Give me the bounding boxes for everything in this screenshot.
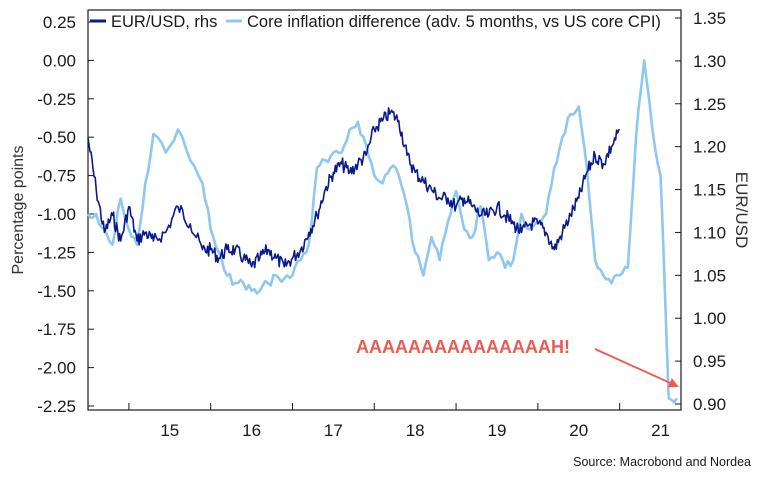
- right-tick-label: 1.15: [693, 181, 726, 200]
- x-tick-label: 21: [651, 421, 670, 440]
- right-tick-label: 1.20: [693, 138, 726, 157]
- right-axis-ticks: 1.35 1.30 1.25 1.20 1.15 1.10 1.05 1.00 0.95 0.90: [675, 9, 726, 414]
- right-tick-label: 1.00: [693, 309, 726, 328]
- right-tick-label: 0.95: [693, 352, 726, 371]
- x-tick-label: 16: [242, 421, 261, 440]
- plot-frame: [87, 9, 682, 411]
- left-tick-label: -1.75: [37, 320, 76, 339]
- left-tick-label: -2.00: [37, 359, 76, 378]
- x-tick-label: 17: [324, 421, 343, 440]
- right-tick-label: 1.25: [693, 95, 726, 114]
- left-axis-ticks: 0.25 0.00 -0.25 -0.50 -0.75 -1.00 -1.25 -1.50 -1…: [37, 13, 94, 416]
- left-tick-label: 0.25: [43, 13, 76, 32]
- left-tick-label: -1.00: [37, 205, 76, 224]
- left-tick-label: -0.75: [37, 167, 76, 186]
- left-tick-label: -2.25: [37, 397, 76, 416]
- x-tick-label: 15: [160, 421, 179, 440]
- left-axis-label: Percentage points: [10, 146, 27, 275]
- right-tick-label: 0.90: [693, 395, 726, 414]
- left-tick-label: -1.50: [37, 282, 76, 301]
- x-tick-label: 18: [406, 421, 425, 440]
- legend-label-inflation: Core inflation difference (adv. 5 months…: [247, 13, 661, 31]
- legend-label-eurusd: EUR/USD, rhs: [111, 13, 217, 31]
- source-note: Source: Macrobond and Nordea: [573, 455, 751, 469]
- x-tick-label: 20: [569, 421, 588, 440]
- left-tick-label: 0.00: [43, 51, 76, 70]
- left-tick-label: -0.25: [37, 90, 76, 109]
- series-line-eurusd: [87, 107, 621, 269]
- left-tick-label: -1.25: [37, 243, 76, 262]
- right-axis-label: EUR/USD: [732, 172, 751, 249]
- right-tick-label: 1.30: [693, 52, 726, 71]
- x-tick-label: 19: [488, 421, 507, 440]
- annotation-arrow: [594, 348, 679, 388]
- right-tick-label: 1.35: [693, 9, 726, 28]
- annotation-text: AAAAAAAAAAAAAAAH!: [356, 337, 570, 357]
- left-tick-label: -0.50: [37, 128, 76, 147]
- x-axis-ticks: 15 16 17 18 19 20 21: [128, 403, 670, 440]
- right-tick-label: 1.05: [693, 266, 726, 285]
- right-tick-label: 1.10: [693, 223, 726, 242]
- series-layer: [86, 59, 678, 404]
- series-line-inflation: [86, 59, 678, 404]
- legend: EUR/USD, rhs Core inflation difference (…: [90, 13, 661, 31]
